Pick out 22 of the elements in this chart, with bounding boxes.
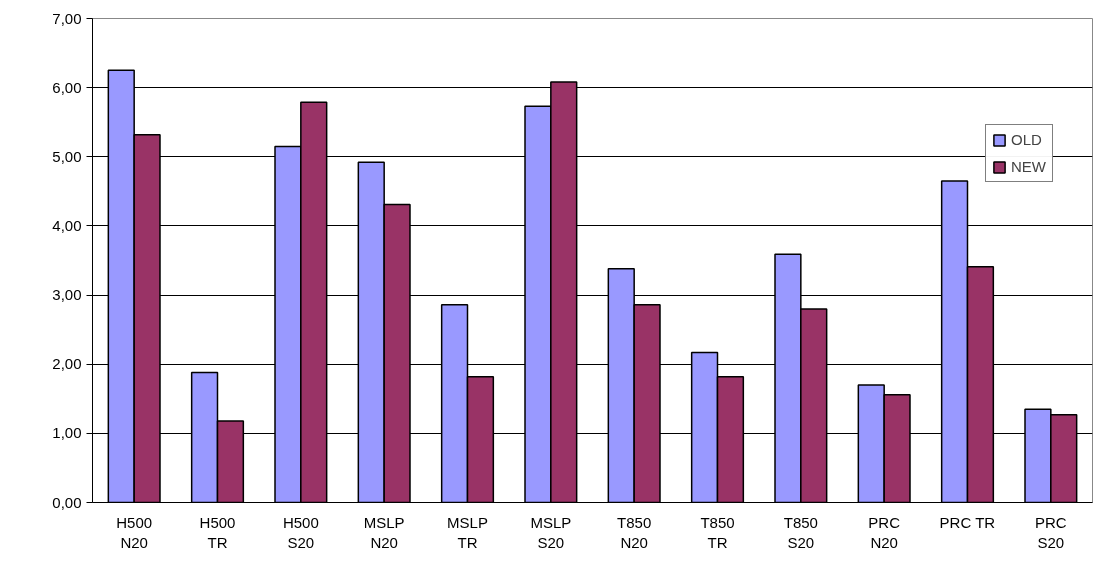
x-tick-label: MSLP TR [447,513,488,551]
x-tick-label: H500 N20 [116,513,153,551]
legend-label: OLD [1011,131,1042,148]
x-tick-label: MSLP N20 [363,513,405,551]
y-tick-label: 6,00 [52,78,82,96]
y-tick-label: 5,00 [52,147,82,165]
x-tick-label: PRC S20 [1035,513,1067,551]
x-tick-label: MSLP S20 [530,513,572,551]
x-tick-label: PRC N20 [868,513,901,551]
x-tick-label: T850 S20 [783,513,818,551]
x-tick-label: H500 TR [199,513,236,551]
y-tick-label: 0,00 [52,493,82,511]
x-tick-label: PRC TR [939,513,996,531]
y-tick-label: 1,00 [52,424,82,442]
y-tick-label: 4,00 [52,216,82,234]
legend-label: NEW [1011,158,1046,175]
y-tick-label: 2,00 [52,355,82,373]
x-tick-label: H500 S20 [282,513,319,551]
y-tick-label: 7,00 [52,9,82,27]
y-tick-label: 3,00 [52,286,82,304]
x-tick-label: T850 N20 [617,513,652,551]
x-tick-label: T850 TR [700,513,735,551]
